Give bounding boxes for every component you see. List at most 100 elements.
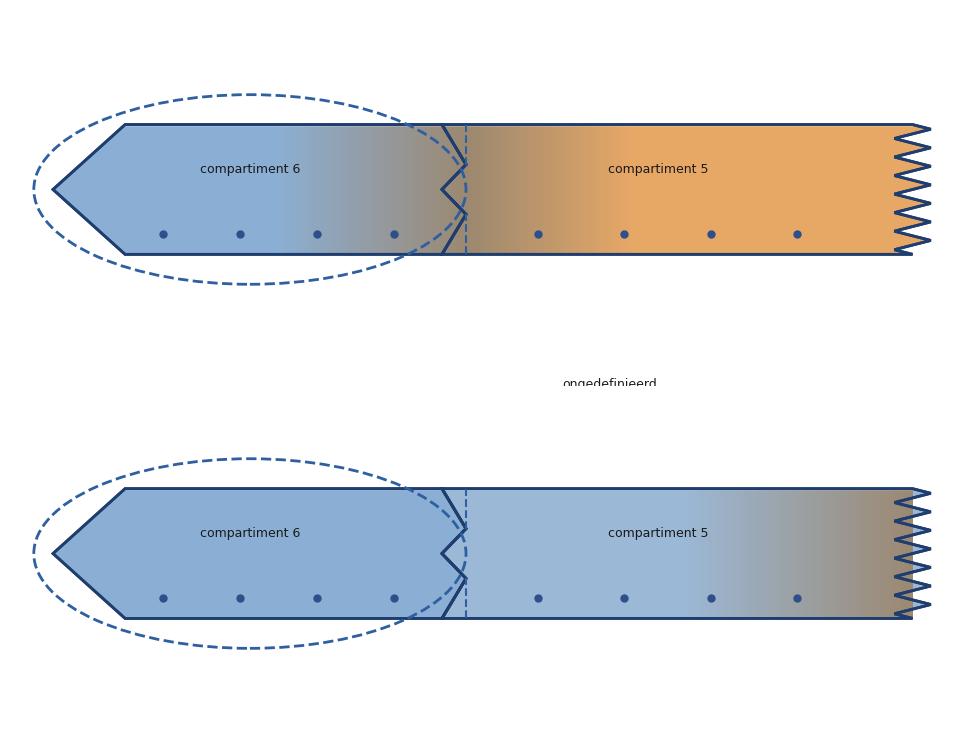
Polygon shape [816,489,820,618]
Polygon shape [882,489,886,618]
Polygon shape [409,125,412,254]
Polygon shape [316,125,318,254]
Polygon shape [547,125,550,254]
Polygon shape [709,489,712,618]
Polygon shape [744,489,748,618]
Polygon shape [351,125,354,254]
Polygon shape [782,489,786,618]
Polygon shape [444,125,447,254]
Polygon shape [628,125,631,254]
Polygon shape [716,489,720,618]
Polygon shape [525,125,527,254]
Polygon shape [530,125,533,254]
Polygon shape [415,125,418,254]
Polygon shape [686,489,690,618]
Polygon shape [431,125,434,254]
Polygon shape [575,125,578,254]
Polygon shape [344,125,348,254]
Polygon shape [486,125,488,254]
Polygon shape [566,125,569,254]
Polygon shape [623,125,625,254]
Polygon shape [702,489,706,618]
Polygon shape [625,125,628,254]
Polygon shape [766,489,770,618]
Polygon shape [313,125,316,254]
Polygon shape [614,125,617,254]
Polygon shape [798,489,802,618]
Polygon shape [460,125,463,254]
Polygon shape [354,125,357,254]
Polygon shape [698,489,702,618]
Polygon shape [497,125,500,254]
Polygon shape [348,125,351,254]
Polygon shape [477,125,480,254]
Polygon shape [293,125,296,254]
Polygon shape [474,125,477,254]
Polygon shape [740,489,744,618]
Polygon shape [483,125,486,254]
Polygon shape [418,125,421,254]
Polygon shape [759,489,762,618]
Polygon shape [848,489,851,618]
Polygon shape [712,489,716,618]
Polygon shape [595,125,598,254]
Polygon shape [720,489,724,618]
Polygon shape [290,125,293,254]
Polygon shape [463,125,466,254]
Polygon shape [442,125,931,254]
Polygon shape [10,554,125,743]
Polygon shape [578,125,581,254]
Text: belucht
(aeroob): belucht (aeroob) [20,29,95,134]
Polygon shape [386,125,389,254]
Polygon shape [321,125,325,254]
Polygon shape [437,125,440,254]
Polygon shape [277,125,280,254]
Text: compartiment 5: compartiment 5 [608,527,709,540]
Polygon shape [802,489,805,618]
Polygon shape [589,125,592,254]
Polygon shape [10,361,125,554]
Polygon shape [328,125,331,254]
Polygon shape [858,489,862,618]
Polygon shape [427,125,431,254]
Polygon shape [569,125,572,254]
Polygon shape [774,489,778,618]
Polygon shape [318,125,321,254]
Polygon shape [581,125,584,254]
Polygon shape [503,125,506,254]
Polygon shape [620,125,623,254]
Polygon shape [598,125,601,254]
Polygon shape [778,489,782,618]
Polygon shape [361,125,364,254]
Polygon shape [584,125,586,254]
Polygon shape [399,125,402,254]
Polygon shape [303,125,306,254]
Text: onderwerp van monitoring: onderwerp van monitoring [324,283,501,345]
Polygon shape [53,489,466,618]
Polygon shape [908,489,912,618]
Polygon shape [790,489,794,618]
Polygon shape [748,489,752,618]
Polygon shape [405,125,409,254]
Text: niet belucht
(anaeroob): niet belucht (anaeroob) [682,29,757,122]
Polygon shape [828,489,832,618]
Polygon shape [812,489,816,618]
Polygon shape [550,125,553,254]
Polygon shape [556,125,559,254]
Polygon shape [468,125,471,254]
Polygon shape [396,125,399,254]
Polygon shape [694,489,698,618]
Polygon shape [840,489,844,618]
Polygon shape [453,125,457,254]
Polygon shape [836,489,840,618]
Polygon shape [450,125,453,254]
Polygon shape [539,125,542,254]
Polygon shape [519,125,522,254]
Polygon shape [728,489,732,618]
Polygon shape [514,125,516,254]
Polygon shape [762,489,766,618]
Polygon shape [820,489,824,618]
Polygon shape [617,125,620,254]
Polygon shape [511,125,514,254]
Polygon shape [10,189,125,397]
